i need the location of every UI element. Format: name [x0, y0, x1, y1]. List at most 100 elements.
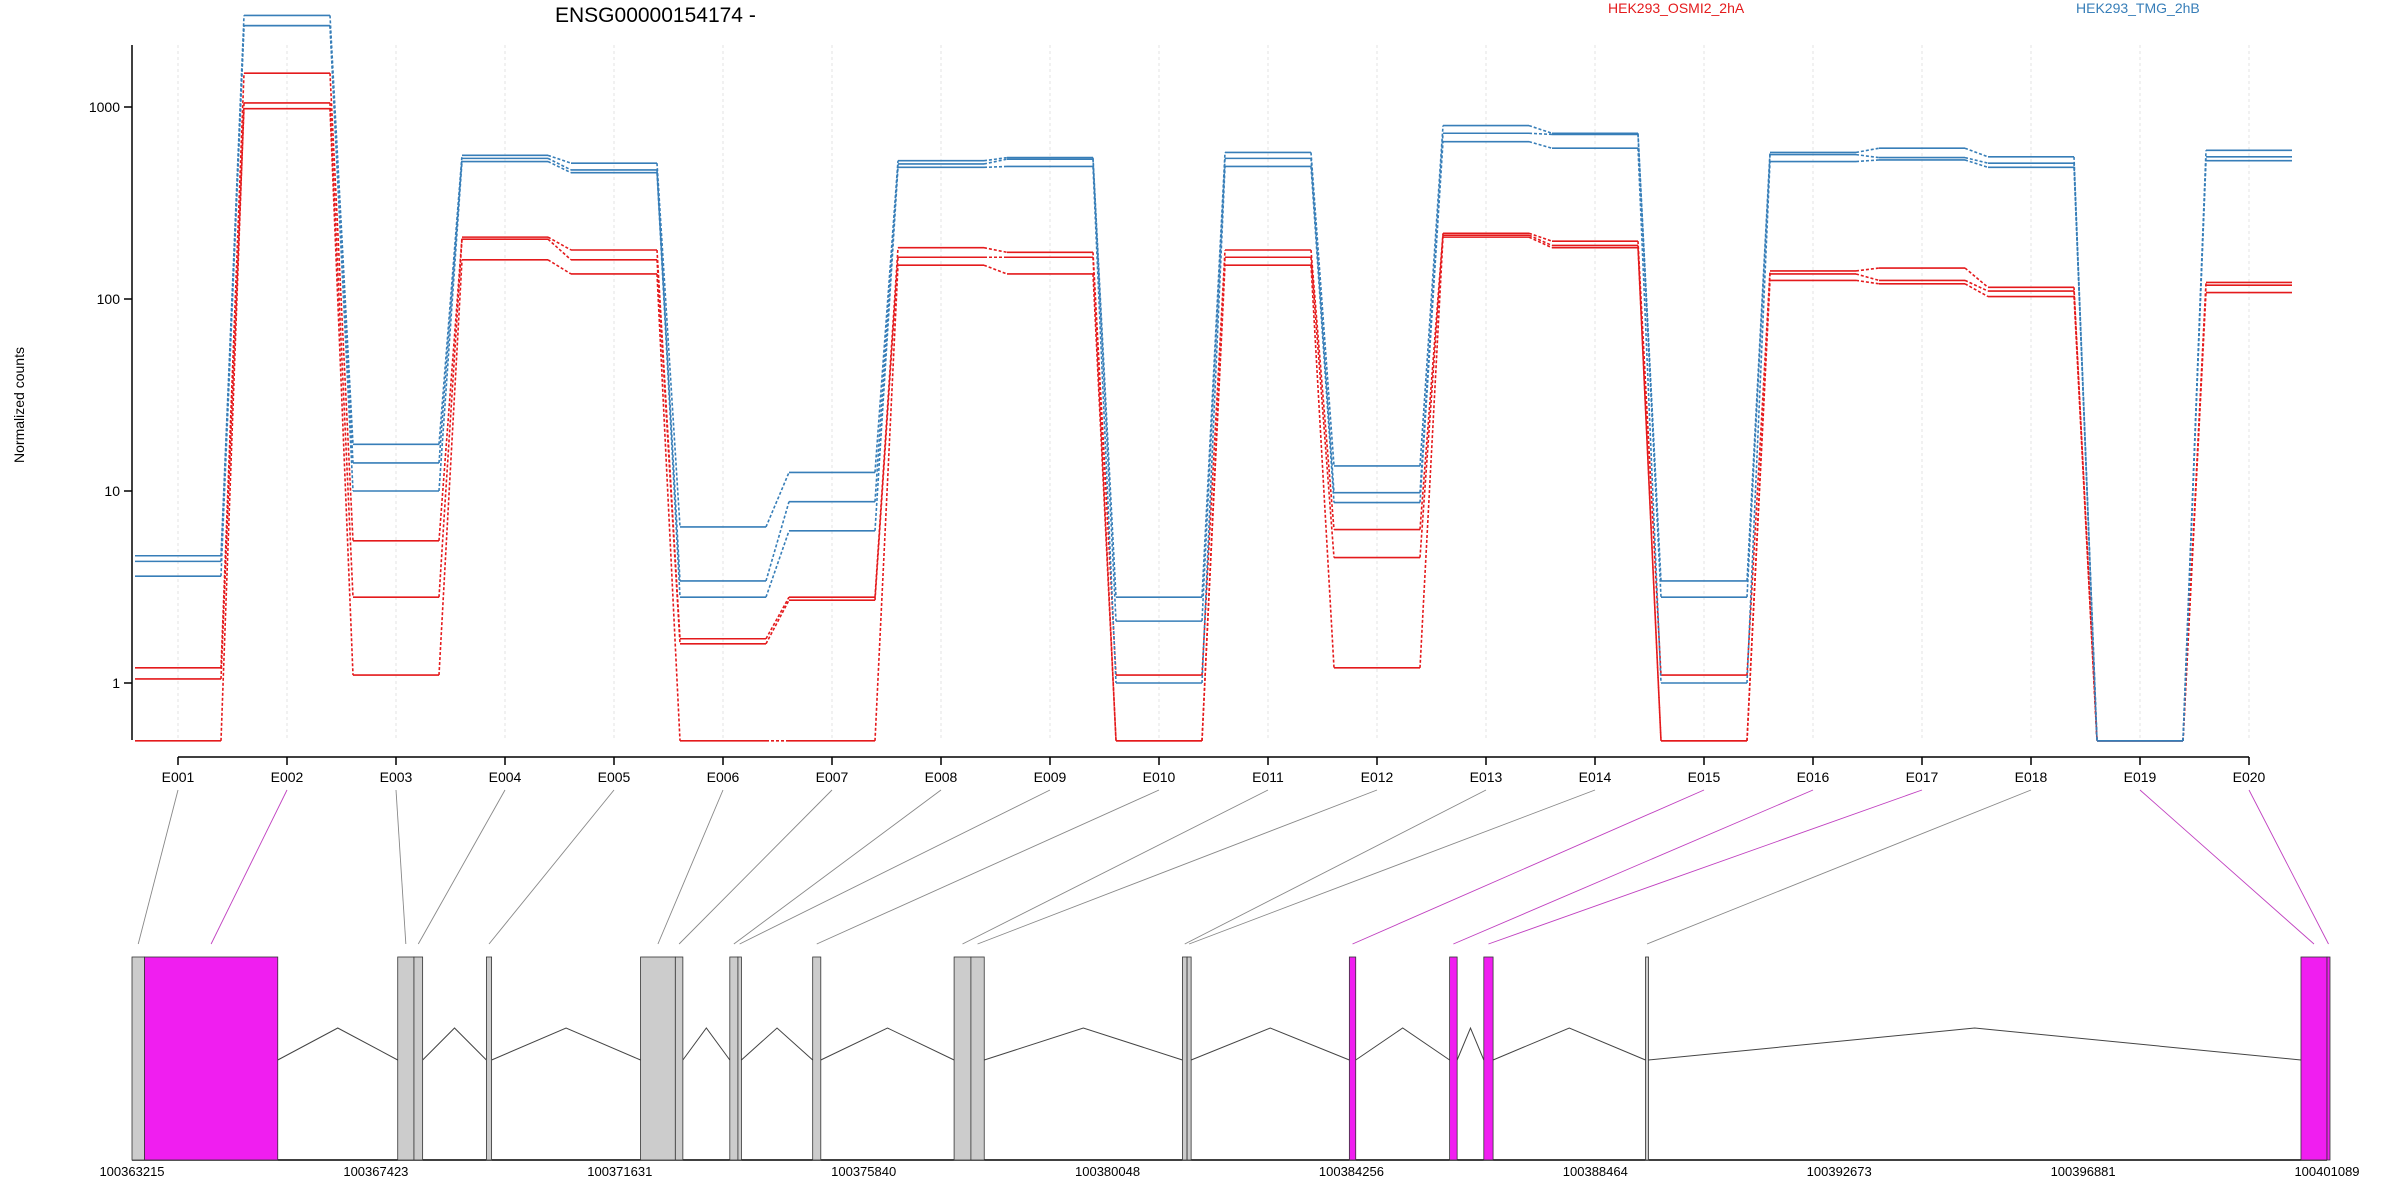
series-connector — [547, 236, 572, 251]
exon-link-e020 — [2248, 789, 2329, 945]
y-tick-label: 1 — [112, 675, 120, 691]
exon-block-e001 — [131, 956, 145, 1161]
exon-link-e003 — [395, 789, 407, 945]
legend-series-tmg: HEK293_TMG_2hB — [2076, 0, 2200, 16]
series-connector — [1310, 257, 1335, 558]
series-connector — [1964, 283, 1989, 298]
intron-line — [682, 1027, 731, 1061]
axes: 1 10 100 1000 E001 E002 E003 E004 E005 E006 E007 E0… — [89, 45, 2266, 785]
series-connector — [874, 265, 899, 741]
exon-link-e017 — [1488, 789, 1923, 945]
legend-series-osmi: HEK293_OSMI2_2hA — [1608, 0, 1745, 16]
series-connector — [656, 259, 681, 644]
series-connector — [1092, 166, 1117, 684]
series-connector — [765, 596, 790, 640]
series-connector — [1092, 157, 1117, 598]
exon-block-e008 — [729, 956, 739, 1161]
series-connector — [1964, 147, 1989, 158]
series-connector — [765, 501, 790, 582]
series-connector — [547, 259, 572, 275]
series-connector — [1964, 159, 1989, 169]
x-tick-label: E009 — [1034, 769, 1067, 785]
x-tick-label: E004 — [489, 769, 522, 785]
exon-block-e018 — [1645, 956, 1649, 1161]
exon-link-e008 — [733, 789, 942, 945]
x-tick-label: E008 — [925, 769, 958, 785]
exon-block-e012 — [970, 956, 985, 1161]
title-area: ENSG00000154174 - HEK293_OSMI2_2hA HEK29… — [555, 0, 2200, 27]
series-connector — [1528, 132, 1553, 136]
series-hek293-osmi2-2ha — [135, 107, 2292, 742]
exon-block-e016 — [1449, 956, 1458, 1161]
y-tick-label: 10 — [104, 483, 120, 499]
series-connector — [547, 160, 572, 174]
x-tick-label: E011 — [1252, 769, 1284, 785]
exon-link-e004 — [417, 789, 506, 945]
series-connector — [1855, 279, 1880, 285]
series-lines — [135, 14, 2292, 742]
genomic-tick-label: 100371631 — [587, 1164, 652, 1179]
exon-link-e011 — [962, 789, 1269, 945]
series-connector — [329, 102, 354, 598]
exon-link-e019 — [2139, 789, 2315, 945]
series-connector — [1528, 124, 1553, 135]
genomic-tick-label: 100388464 — [1563, 1164, 1628, 1179]
series-connector — [1637, 247, 1662, 741]
x-tick-label: E001 — [162, 769, 195, 785]
series-connector — [1964, 279, 1989, 292]
exon-link-e014 — [1188, 789, 1596, 945]
series-connector — [983, 165, 1008, 169]
series-connector — [874, 247, 899, 598]
series-hek293-tmg-2hb — [135, 24, 2292, 742]
series-connector — [765, 472, 790, 528]
series-connector — [438, 259, 463, 676]
series-connector — [874, 160, 899, 473]
series-connector — [1637, 148, 1662, 684]
genomic-tick-label: 100380048 — [1075, 1164, 1140, 1179]
exon-link-e013 — [1184, 789, 1487, 945]
series-connector — [1310, 265, 1335, 668]
x-tick-label: E003 — [380, 769, 413, 785]
series-connector — [765, 530, 790, 598]
x-tick-label: E020 — [2233, 769, 2266, 785]
series-connector — [1092, 159, 1117, 622]
x-tick-label: E019 — [2124, 769, 2157, 785]
series-connector — [656, 163, 681, 527]
series-connector — [547, 157, 572, 171]
series-connector — [438, 158, 463, 464]
x-tick-label: E007 — [816, 769, 849, 785]
x-tick-label: E010 — [1143, 769, 1176, 785]
genomic-tick-label: 100396881 — [2051, 1164, 2116, 1179]
exon-block-e006 — [640, 956, 676, 1161]
series-connector — [547, 154, 572, 164]
series-connector — [1855, 159, 1880, 163]
series-connector — [329, 108, 354, 676]
series-connector — [2182, 160, 2207, 741]
series-connector — [1201, 249, 1226, 676]
x-tick-label: E005 — [598, 769, 631, 785]
exon-block-e020 — [2326, 956, 2331, 1161]
series-connector — [220, 108, 245, 679]
series-connector — [1201, 166, 1226, 684]
series-connector — [2073, 167, 2098, 741]
exon-block-e010 — [812, 956, 822, 1161]
grid-lines — [177, 45, 2250, 740]
y-tick-label: 100 — [97, 291, 121, 307]
exon-block-e014 — [1186, 956, 1192, 1161]
series-connector — [656, 172, 681, 598]
series-connector — [329, 73, 354, 541]
series-connector — [1419, 235, 1444, 558]
exon-block-e003 — [397, 956, 415, 1161]
series-connector — [1964, 156, 1989, 164]
x-tick-label: E016 — [1797, 769, 1830, 785]
series-connector — [2073, 296, 2098, 741]
series-connector — [1855, 153, 1880, 159]
series-hek293-tmg-2hb — [135, 24, 2292, 742]
series-connector — [983, 158, 1008, 165]
exon-link-e015 — [1352, 789, 1705, 945]
series-connector — [329, 25, 354, 492]
x-tick-label: E012 — [1361, 769, 1394, 785]
intron-line — [1355, 1027, 1450, 1061]
gene-model: 100363215 100367423 100371631 100375840 1003… — [99, 956, 2360, 1179]
series-connector — [983, 246, 1008, 254]
